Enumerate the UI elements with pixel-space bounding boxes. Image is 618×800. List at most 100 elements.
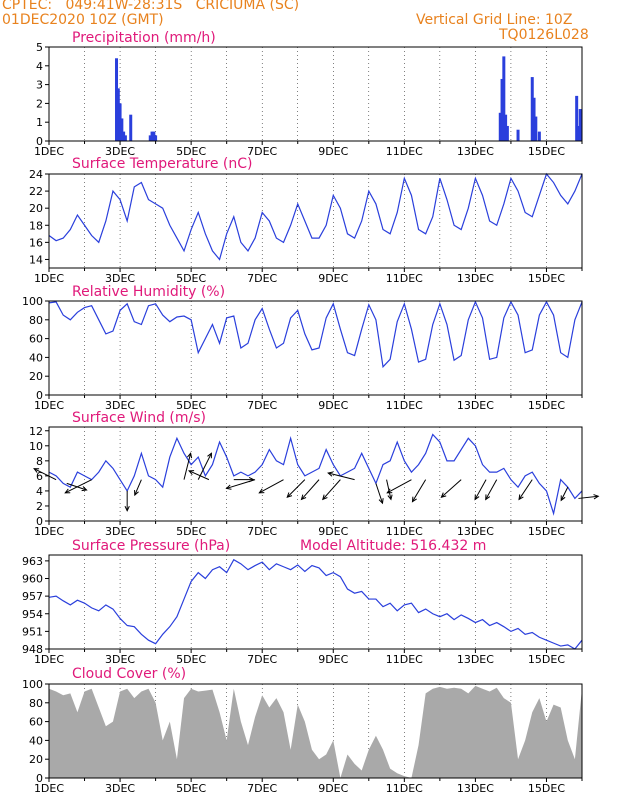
wind-arrowhead: [64, 488, 71, 494]
wind-arrowhead: [124, 506, 130, 512]
x-tick-label: 11DEC: [386, 782, 423, 795]
wind-panel: 0 2 4 6 8 10 12 1DEC 3DEC 5DEC 7DEC 9DEC 11DEC 13DEC 1…: [29, 410, 600, 538]
x-tick-label: 15DEC: [528, 653, 565, 666]
panel-frame: [48, 426, 583, 522]
x-tick-label: 1DEC: [34, 399, 64, 412]
wind-arrowhead: [225, 484, 232, 490]
wind-arrowhead: [386, 488, 393, 494]
y-tick-label: 20: [29, 370, 43, 383]
x-tick-label: 13DEC: [457, 145, 494, 158]
run-datetime: 01DEC2020 10Z (GMT): [2, 12, 164, 28]
grid-line-note: Vertical Grid Line: 10Z: [416, 12, 573, 28]
wind-title: Surface Wind (m/s): [72, 410, 206, 426]
wind-arrowhead: [187, 452, 193, 459]
wind-arrowhead: [593, 494, 600, 500]
wind-vector: [560, 486, 569, 501]
wind-arrowhead: [300, 494, 307, 501]
y-tick-label: 40: [29, 734, 43, 747]
precip-bar: [578, 109, 582, 141]
x-tick-label: 9DEC: [318, 145, 348, 158]
wind-vector: [485, 479, 498, 500]
x-tick-label: 11DEC: [386, 399, 423, 412]
pressure-title: Surface Pressure (hPa): [72, 538, 230, 554]
wind-arrowhead: [518, 494, 524, 501]
wind-arrowhead: [81, 486, 88, 492]
x-tick-label: 7DEC: [247, 653, 277, 666]
wind-arrowhead: [440, 492, 447, 499]
y-tick-label: 3: [36, 79, 43, 92]
wind-vector: [387, 479, 412, 494]
y-tick-label: 0: [36, 515, 43, 528]
x-tick-label: 7DEC: [247, 525, 277, 538]
x-tick-label: 1DEC: [34, 525, 64, 538]
wind-series-line: [48, 433, 583, 516]
precip-bar: [122, 131, 126, 141]
y-tick-label: 20: [29, 753, 43, 766]
x-tick-label: 15DEC: [528, 525, 565, 538]
x-tick-label: 3DEC: [105, 272, 135, 285]
precip-bar: [575, 95, 579, 141]
wind-vector: [188, 470, 210, 481]
x-tick-label: 15DEC: [528, 145, 565, 158]
x-tick-label: 5DEC: [176, 145, 206, 158]
wind-vector: [286, 479, 306, 498]
precip-bar: [504, 114, 508, 141]
x-tick-label: 7DEC: [247, 782, 277, 795]
precip-bar: [534, 116, 538, 141]
y-tick-label: 100: [22, 295, 43, 308]
y-tick-label: 948: [22, 643, 43, 656]
precipitation-panel: 0 1 2 3 4 5 1DEC 3DEC 5DEC 7DEC 9DEC 11DEC 13DEC 15DE…: [34, 30, 583, 158]
wind-vector: [226, 479, 256, 489]
x-tick-label: 5DEC: [176, 525, 206, 538]
precip-bar: [123, 135, 127, 141]
station-header: CPTEC: 049:41W-28:31S CRICIUMA (SC): [2, 0, 300, 13]
wind-arrowhead: [474, 494, 480, 501]
y-tick-label: 1: [36, 116, 43, 129]
panel-frame: [48, 554, 583, 650]
precipitation-title: Precipitation (mm/h): [72, 30, 216, 46]
x-tick-label: 11DEC: [386, 653, 423, 666]
cloud-title: Cloud Cover (%): [72, 666, 186, 682]
wind-arrowhead: [485, 494, 491, 501]
x-tick-label: 9DEC: [318, 525, 348, 538]
x-tick-label: 3DEC: [105, 782, 135, 795]
panel-frame: [48, 300, 583, 396]
humidity-title: Relative Humidity (%): [72, 284, 225, 300]
precip-bar: [129, 114, 133, 141]
y-tick-label: 951: [22, 625, 43, 638]
precip-bar: [537, 131, 541, 141]
x-tick-label: 3DEC: [105, 145, 135, 158]
y-tick-label: 960: [22, 573, 43, 586]
precip-bar: [500, 78, 504, 141]
humidity-series-line: [48, 300, 583, 369]
y-tick-label: 0: [36, 389, 43, 402]
pressure-series-line: [48, 558, 583, 650]
x-tick-label: 15DEC: [528, 399, 565, 412]
x-tick-label: 7DEC: [247, 399, 277, 412]
temperature-series-line: [48, 172, 583, 261]
cloud-cover-area: [49, 685, 582, 778]
y-tick-label: 80: [29, 697, 43, 710]
y-tick-label: 12: [29, 425, 43, 438]
humidity-panel: 0 20 40 60 80 100 1DEC 3DEC 5DEC 7DEC 9DEC 11DEC 13D…: [22, 284, 583, 412]
y-tick-label: 2: [36, 97, 43, 110]
wind-vector: [301, 479, 320, 500]
wind-arrowhead: [207, 452, 212, 459]
y-tick-label: 954: [22, 608, 43, 621]
cloud-panel: 0 20 40 60 80 100 1DEC 3DEC 5DEC 7DEC 9DEC 11DEC 13D…: [22, 666, 583, 795]
x-tick-label: 7DEC: [247, 272, 277, 285]
y-tick-label: 8: [36, 455, 43, 468]
x-tick-label: 3DEC: [105, 399, 135, 412]
y-tick-label: 963: [22, 555, 43, 568]
y-tick-label: 40: [29, 351, 43, 364]
y-tick-label: 14: [29, 253, 43, 266]
panel-frame: [48, 683, 583, 779]
x-tick-label: 13DEC: [457, 653, 494, 666]
x-tick-label: 15DEC: [528, 272, 565, 285]
y-tick-label: 60: [29, 716, 43, 729]
y-tick-label: 10: [29, 440, 43, 453]
x-tick-label: 3DEC: [105, 525, 135, 538]
x-tick-label: 9DEC: [318, 399, 348, 412]
x-tick-label: 5DEC: [176, 272, 206, 285]
